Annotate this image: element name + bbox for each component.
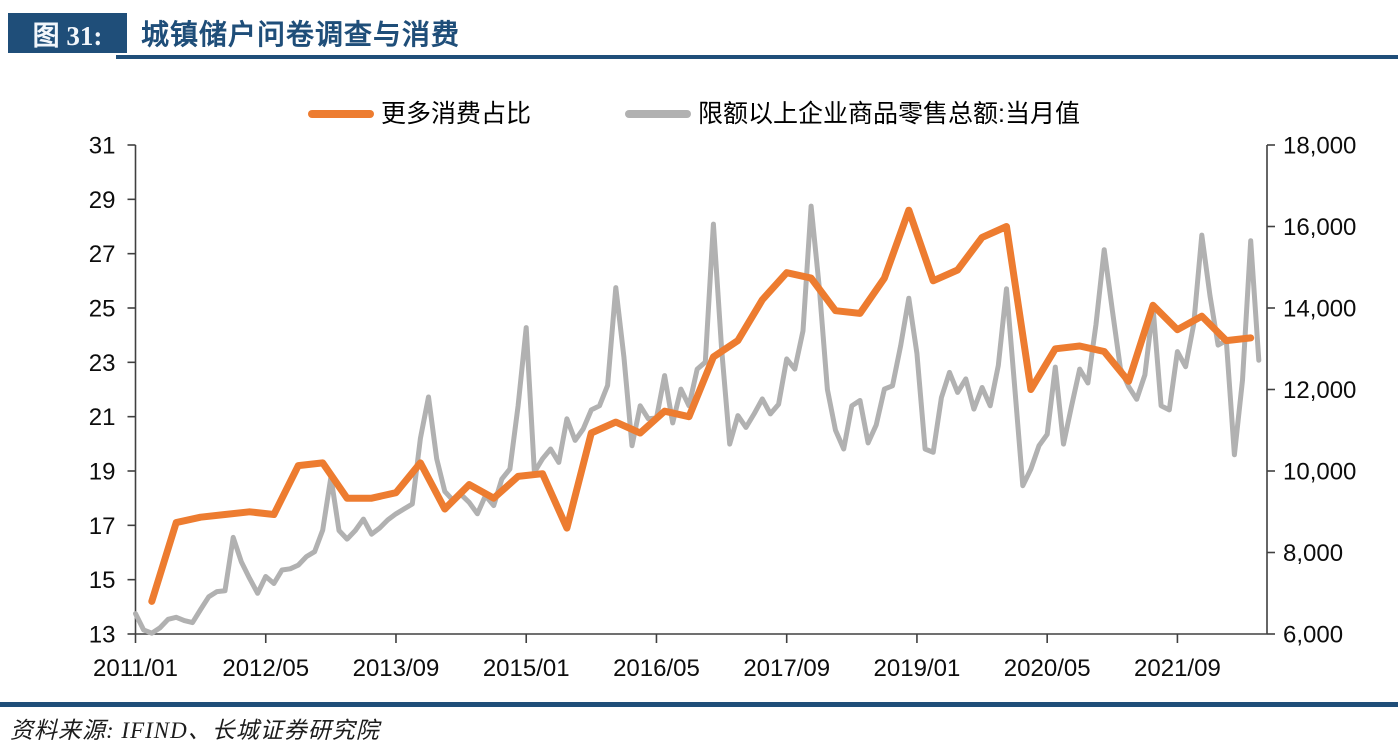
x-tick-label: 2013/09 <box>353 655 440 682</box>
orange-series-line <box>148 206 1255 605</box>
left-tick-label: 15 <box>89 567 116 594</box>
orange-line-swatch <box>308 110 374 118</box>
right-tick-label: 12,000 <box>1283 377 1356 404</box>
legend-label: 更多消费占比 <box>381 100 532 128</box>
x-tick-label: 2017/09 <box>743 655 830 682</box>
right-tick-label: 10,000 <box>1283 459 1356 486</box>
x-tick-label: 2015/01 <box>483 655 570 682</box>
left-tick-label: 25 <box>89 296 116 323</box>
legend-label: 限额以上企业商品零售总额:当月值 <box>698 100 1080 128</box>
header-divider <box>116 55 1398 59</box>
left-axis-ticks: 13 15 17 19 21 23 25 27 29 31 <box>89 133 136 649</box>
figure-number-badge: 图 31: <box>8 13 127 53</box>
x-tick-label: 2020/05 <box>1004 655 1091 682</box>
x-tick-label: 2019/01 <box>874 655 961 682</box>
left-tick-label: 21 <box>89 404 116 431</box>
left-tick-label: 19 <box>89 459 116 486</box>
x-tick-label: 2021/09 <box>1134 655 1221 682</box>
left-tick-label: 13 <box>89 622 116 649</box>
legend-item-consumption-share: 更多消费占比 <box>308 101 531 127</box>
gray-line-swatch <box>625 110 691 118</box>
left-tick-label: 23 <box>89 350 116 377</box>
figure-title: 城镇储户问卷调查与消费 <box>141 20 461 51</box>
left-tick-label: 27 <box>89 241 116 268</box>
left-tick-label: 17 <box>89 513 116 540</box>
right-tick-label: 6,000 <box>1283 622 1343 649</box>
x-tick-label: 2012/05 <box>222 655 309 682</box>
right-tick-label: 8,000 <box>1283 540 1343 567</box>
footer-divider <box>0 702 1398 707</box>
right-axis-ticks: 6,000 8,000 10,000 12,000 14,000 16,000 18,000 <box>1267 133 1356 649</box>
source-note: 资料来源: IFIND、长城证券研究院 <box>10 718 380 743</box>
left-tick-label: 29 <box>89 187 116 214</box>
figure-number-label: 图 31: <box>32 20 103 51</box>
left-tick-label: 31 <box>89 133 116 160</box>
x-tick-label: 2016/05 <box>613 655 700 682</box>
legend-item-retail-sales: 限额以上企业商品零售总额:当月值 <box>625 101 1080 127</box>
x-axis-ticks: 2011/01 2012/05 2013/09 2015/01 2016/05 2017/… <box>93 634 1221 682</box>
x-tick-label: 2011/01 <box>93 655 178 682</box>
right-tick-label: 18,000 <box>1283 133 1356 160</box>
gray-series-line <box>133 203 1262 636</box>
right-tick-label: 14,000 <box>1283 296 1356 323</box>
right-tick-label: 16,000 <box>1283 214 1356 241</box>
